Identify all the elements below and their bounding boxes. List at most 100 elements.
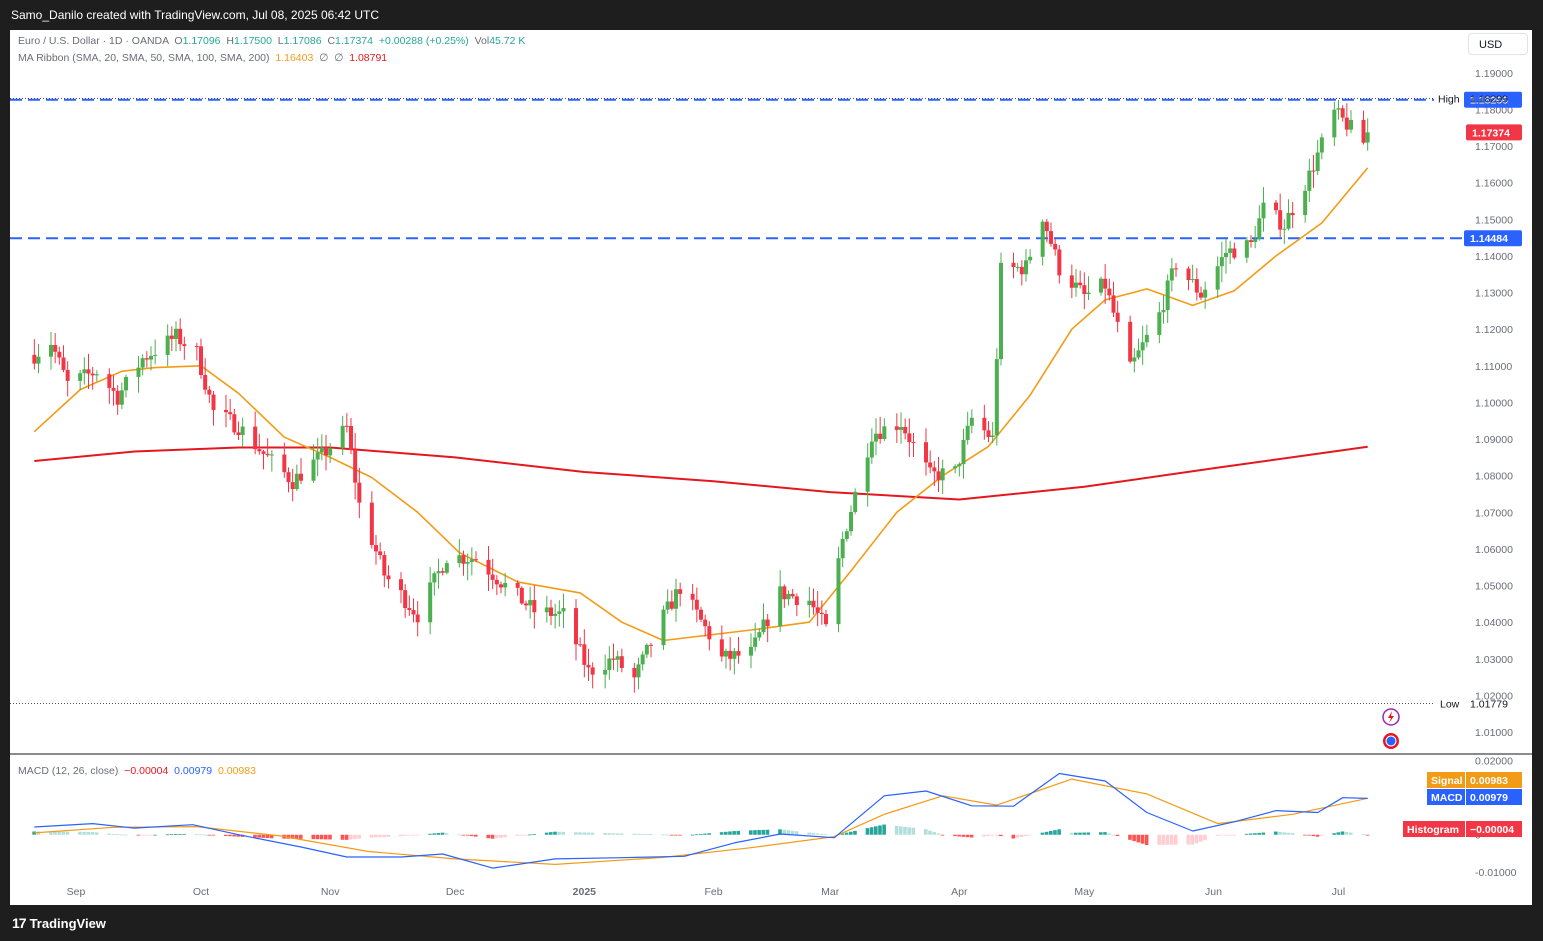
macd-signal-line: [34, 778, 1368, 866]
price-tick-label: 1.09000: [1475, 434, 1513, 446]
macd-histogram-bar: [1078, 832, 1082, 835]
candle-down: [590, 667, 595, 675]
candle-up: [957, 464, 962, 467]
candle-down: [794, 596, 799, 606]
candle-down: [115, 390, 120, 405]
candle-down: [211, 394, 216, 410]
candle-down: [207, 389, 212, 395]
macd-histogram-bar: [1157, 834, 1161, 845]
tradingview-logo-icon: 17: [12, 915, 27, 931]
macd-tag-value: 0.00979: [1470, 792, 1508, 804]
macd-histogram-bar: [228, 834, 232, 837]
candle-up: [1190, 279, 1195, 281]
candle-down: [790, 593, 795, 597]
macd-histogram-bar: [299, 834, 303, 839]
macd-histogram-bar: [928, 830, 932, 835]
candle-up: [1336, 108, 1341, 110]
candle-up: [1040, 221, 1045, 257]
macd-histogram-bar: [528, 834, 532, 836]
macd-histogram-bar: [1257, 832, 1261, 835]
candle-up: [1086, 292, 1091, 295]
candle-up: [561, 608, 566, 612]
candle-up: [761, 619, 766, 633]
time-tick-label: 2025: [573, 886, 597, 898]
candle-up: [732, 651, 737, 659]
macd-histogram-bar: [1244, 833, 1249, 835]
macd-histogram-bar: [465, 834, 470, 836]
macd-histogram-bar: [578, 832, 582, 835]
macd-histogram-bar: [1111, 834, 1116, 836]
macd-histogram-bar: [815, 833, 820, 835]
candle-up: [940, 468, 945, 481]
price-tick-label: 1.12000: [1475, 324, 1513, 336]
macd-histogram-bar: [349, 834, 353, 840]
macd-histogram-bar: [490, 834, 495, 839]
macd-histogram-bar: [719, 832, 724, 835]
candle-up: [1215, 266, 1220, 290]
macd-histogram-bar: [894, 825, 899, 835]
candle-down: [707, 626, 712, 640]
candle-up: [603, 670, 608, 675]
macd-histogram-bar: [353, 834, 357, 840]
macd-histogram-bar: [1053, 830, 1057, 835]
high-value: 1.17500: [233, 35, 272, 47]
candle-down: [1232, 248, 1237, 258]
candle-down: [194, 346, 199, 348]
candle-up: [1074, 282, 1078, 288]
macd-histogram-bar: [694, 834, 699, 836]
candle-down: [1249, 240, 1253, 243]
candle-down: [224, 409, 228, 413]
candle-down: [486, 559, 491, 575]
macd-histogram-bar: [824, 834, 828, 836]
lightning-bolt-shape: [1388, 711, 1394, 723]
macd-histogram-bar: [1344, 832, 1349, 835]
macd-histogram-bar: [549, 832, 553, 835]
candle-down: [382, 555, 387, 576]
candle-up: [1144, 334, 1149, 343]
candle-down: [632, 667, 637, 678]
macd-histogram-bar: [865, 828, 870, 835]
macd-histogram-bar: [999, 834, 1003, 837]
macd-histogram-bar: [57, 831, 61, 835]
macd-histogram-bar: [582, 832, 586, 835]
macd-histogram-bar: [678, 834, 682, 836]
macd-signal-value: 0.00983: [217, 765, 256, 777]
candle-down: [299, 473, 303, 481]
macd-histogram-bar: [557, 831, 561, 835]
macd-tag-value-box: [1466, 789, 1522, 805]
candle-down: [349, 425, 353, 450]
macd-histogram-bar: [49, 831, 53, 835]
price-tick-label: 1.17000: [1475, 141, 1513, 153]
macd-histogram-bar: [1049, 830, 1053, 835]
macd-histogram-bar: [461, 834, 466, 836]
candle-up: [136, 367, 141, 377]
currency-button[interactable]: USD: [1468, 33, 1528, 55]
macd-histogram-bar: [1024, 834, 1028, 837]
macd-histogram-bar: [499, 834, 503, 838]
footer: 17 TradingView: [0, 905, 1543, 941]
macd-histogram-bar: [436, 833, 441, 835]
candle-down: [261, 451, 266, 454]
macd-histogram-bar: [357, 834, 361, 839]
ma200-line: [34, 445, 1368, 501]
candle-up: [1024, 260, 1028, 275]
candle-down: [824, 614, 828, 625]
macd-histogram-bar: [1249, 833, 1253, 835]
macd-histogram-bar: [1336, 832, 1341, 835]
candle-down: [290, 482, 295, 490]
candle-up: [1224, 252, 1228, 258]
macd-histogram-bar: [1290, 833, 1295, 835]
candle-down: [265, 453, 270, 456]
macd-histogram-bar: [32, 831, 36, 835]
candle-down: [782, 586, 787, 600]
tradingview-logo[interactable]: 17 TradingView: [12, 915, 106, 931]
macd-histogram-bar: [844, 832, 849, 835]
macd-histogram-bar: [457, 834, 461, 836]
candle-up: [465, 562, 470, 564]
macd-histogram-bar: [174, 834, 178, 835]
low-label: Low: [1440, 698, 1460, 710]
high-label: High: [1438, 93, 1460, 105]
lightning-icon[interactable]: [1382, 708, 1400, 726]
macd-histogram-bar: [790, 830, 795, 835]
